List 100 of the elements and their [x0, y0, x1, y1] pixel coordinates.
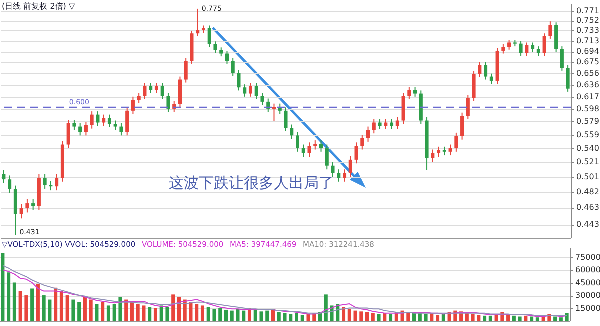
- bar: [106, 306, 110, 321]
- candlestick: [108, 114, 112, 128]
- bar: [200, 306, 204, 321]
- y-tick-label: 60000: [576, 266, 600, 275]
- bar: [1, 253, 5, 321]
- bar: [277, 312, 281, 321]
- candlestick: [160, 82, 164, 100]
- bar: [406, 312, 410, 321]
- candlestick: [254, 82, 258, 100]
- candlestick: [66, 120, 70, 149]
- bar: [101, 302, 105, 321]
- bar: [565, 313, 569, 321]
- candlestick: [284, 107, 288, 132]
- bar: [383, 313, 387, 321]
- candlestick: [90, 111, 94, 130]
- bar: [18, 291, 22, 321]
- candlestick: [166, 92, 170, 113]
- candlestick: [472, 70, 476, 102]
- bar: [436, 315, 440, 321]
- candlestick: [478, 62, 482, 78]
- candlestick: [408, 86, 412, 100]
- bar: [172, 294, 176, 321]
- y-tick-label: 0.579: [576, 116, 600, 126]
- candlestick: [196, 8, 200, 37]
- y-tick-label: 0.675: [576, 58, 600, 67]
- bar: [206, 307, 210, 321]
- annotation: 这波下跌让很多人出局了: [169, 174, 334, 192]
- y-tick-label: 0.617: [576, 92, 600, 102]
- bar: [518, 316, 522, 321]
- bar: [442, 314, 446, 321]
- candlestick: [114, 120, 118, 131]
- bar: [66, 296, 70, 321]
- candlestick: [26, 198, 30, 214]
- bar: [30, 288, 34, 321]
- y-tick-label: 0.656: [576, 68, 600, 78]
- candlestick: [154, 82, 158, 94]
- bar: [136, 304, 140, 321]
- candlestick: [560, 46, 564, 72]
- bar: [7, 272, 11, 321]
- bar: [465, 313, 469, 321]
- candlestick: [325, 144, 329, 170]
- bar: [60, 291, 64, 321]
- y-tick-label: 30000: [576, 291, 600, 300]
- candlestick: [460, 112, 464, 140]
- candlestick: [331, 162, 335, 178]
- candlestick: [248, 82, 253, 98]
- y-tick-label: 0.559: [576, 130, 600, 140]
- bar: [294, 313, 299, 321]
- candlestick: [372, 118, 376, 134]
- candlestick: [502, 44, 506, 54]
- bar: [366, 312, 370, 321]
- candlestick: [290, 124, 294, 140]
- candlestick: [348, 156, 352, 178]
- candlestick: [2, 170, 6, 184]
- bar: [78, 302, 82, 321]
- candlestick: [337, 169, 341, 182]
- bar: [348, 309, 352, 321]
- candlestick: [396, 116, 400, 130]
- bar: [130, 302, 134, 321]
- bar: [554, 316, 558, 321]
- bar: [300, 315, 304, 321]
- candlestick: [448, 144, 452, 156]
- candlestick: [414, 86, 418, 98]
- bar: [54, 288, 58, 321]
- bar: [166, 307, 170, 321]
- candlestick: [32, 198, 36, 211]
- candlestick: [548, 21, 552, 40]
- y-tick-label: 0.733: [576, 26, 600, 35]
- bar: [242, 310, 246, 321]
- candlestick: [542, 33, 546, 57]
- bar: [177, 297, 181, 321]
- bar: [371, 313, 375, 321]
- candlestick: [20, 204, 24, 220]
- candlestick: [131, 96, 135, 115]
- candlestick: [137, 92, 141, 104]
- y-tick-label: 75000: [576, 252, 600, 262]
- bar: [377, 314, 381, 321]
- candlestick: [208, 25, 212, 48]
- y-tick-label: 0.713: [576, 36, 600, 46]
- bar: [430, 313, 434, 321]
- bar: [488, 316, 492, 321]
- candlestick: [214, 41, 218, 54]
- y-tick-label: 0.463: [576, 203, 600, 212]
- candlestick: [225, 50, 229, 64]
- bar: [118, 297, 122, 321]
- candlestick: [120, 122, 124, 136]
- candlestick: [126, 107, 130, 136]
- bar: [36, 284, 40, 321]
- candlestick: [84, 122, 88, 136]
- bar: [254, 310, 258, 321]
- candlestick: [484, 62, 488, 80]
- bar: [360, 312, 364, 321]
- candlestick: [296, 132, 300, 152]
- bar: [42, 296, 46, 321]
- y-tick-label: 0.443: [576, 220, 600, 230]
- candlestick: [519, 40, 523, 57]
- y-tick-label: 0.482: [576, 188, 600, 197]
- bar: [112, 304, 116, 321]
- bar: [324, 294, 328, 321]
- bar: [471, 314, 475, 321]
